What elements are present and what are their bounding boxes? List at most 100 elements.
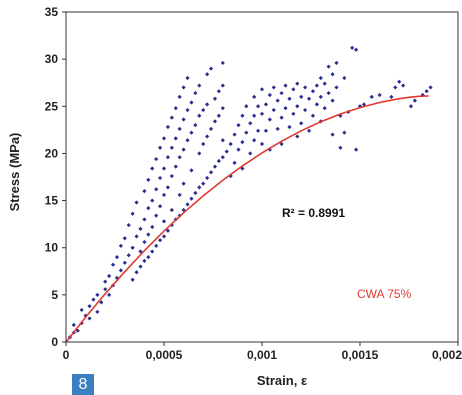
x-tick-label: 0,001 <box>247 348 277 362</box>
data-point <box>157 204 163 209</box>
data-point <box>330 72 335 77</box>
data-point <box>205 134 210 139</box>
data-point <box>126 253 131 258</box>
data-point <box>177 155 182 160</box>
data-point <box>118 243 123 248</box>
data-point <box>79 307 84 313</box>
data-point <box>334 85 339 90</box>
x-axis-title: Strain, ε <box>257 373 307 388</box>
data-point <box>299 121 304 126</box>
data-point <box>252 113 257 118</box>
data-point <box>267 117 272 122</box>
data-point <box>114 275 120 280</box>
data-point <box>201 141 206 147</box>
data-point <box>252 138 257 143</box>
data-point <box>157 145 163 150</box>
data-point <box>154 187 159 192</box>
data-point <box>150 224 155 230</box>
data-point <box>189 100 194 105</box>
data-point <box>103 279 108 284</box>
data-point <box>279 90 284 96</box>
data-point <box>377 92 382 98</box>
data-point <box>177 126 182 132</box>
data-point <box>248 151 253 156</box>
data-point <box>236 147 241 152</box>
data-point <box>154 213 159 218</box>
data-point <box>283 106 288 111</box>
y-tick-label: 30 <box>45 52 59 66</box>
data-point <box>134 200 139 205</box>
data-point <box>181 181 186 186</box>
data-point <box>134 270 139 275</box>
data-point <box>240 140 245 145</box>
data-point <box>161 234 167 239</box>
data-point <box>71 322 76 328</box>
data-point <box>318 75 323 81</box>
data-point <box>157 175 163 181</box>
data-point <box>208 170 214 175</box>
data-point <box>110 262 116 267</box>
data-point <box>95 292 100 297</box>
data-point <box>350 45 355 50</box>
data-point <box>322 81 327 86</box>
data-point <box>220 138 225 143</box>
data-point <box>208 126 214 132</box>
data-point <box>420 92 425 98</box>
data-point <box>212 164 218 169</box>
data-point <box>130 211 135 216</box>
data-point <box>173 106 178 111</box>
y-tick-label: 5 <box>51 288 58 302</box>
data-point <box>193 123 198 128</box>
data-point <box>244 104 249 109</box>
data-point <box>271 107 276 113</box>
data-point <box>161 136 167 141</box>
data-point <box>279 141 284 147</box>
data-point <box>161 166 167 171</box>
data-point <box>122 260 127 265</box>
y-tick-label: 0 <box>51 335 58 349</box>
data-point <box>150 166 155 171</box>
data-point <box>197 151 202 156</box>
data-point <box>95 309 100 314</box>
data-point <box>205 102 210 107</box>
data-point <box>205 175 210 181</box>
data-point <box>303 85 308 90</box>
data-point <box>177 192 182 198</box>
y-axis-title: Stress (MPa) <box>7 133 22 212</box>
x-tick-label: 0,0015 <box>342 348 379 362</box>
data-point <box>142 217 147 222</box>
data-point <box>287 96 292 101</box>
data-point <box>146 232 151 237</box>
data-point <box>146 206 151 211</box>
data-point <box>189 196 194 201</box>
y-tick-label: 15 <box>45 194 59 208</box>
data-point <box>275 126 280 132</box>
data-point <box>189 130 194 135</box>
data-point <box>193 90 198 96</box>
plot-marks <box>67 45 433 340</box>
data-point <box>299 94 304 99</box>
data-point <box>185 138 190 143</box>
data-point <box>169 115 174 120</box>
data-point <box>197 185 202 190</box>
data-point <box>142 189 147 194</box>
data-point <box>185 75 190 81</box>
annotation-r2: R² = 0.8991 <box>282 206 345 220</box>
data-point <box>283 83 288 88</box>
data-point <box>428 85 433 90</box>
data-point <box>181 117 186 122</box>
data-point <box>130 245 135 250</box>
data-point <box>369 94 374 99</box>
data-point <box>138 264 143 269</box>
data-point <box>267 147 272 152</box>
data-point <box>310 113 316 118</box>
data-point <box>208 66 214 71</box>
data-point <box>267 92 272 98</box>
data-point <box>181 147 186 152</box>
data-point <box>287 124 292 130</box>
data-point <box>412 98 417 103</box>
data-point <box>314 83 319 88</box>
data-point <box>146 177 151 182</box>
data-point <box>259 141 265 147</box>
data-point <box>220 106 225 111</box>
